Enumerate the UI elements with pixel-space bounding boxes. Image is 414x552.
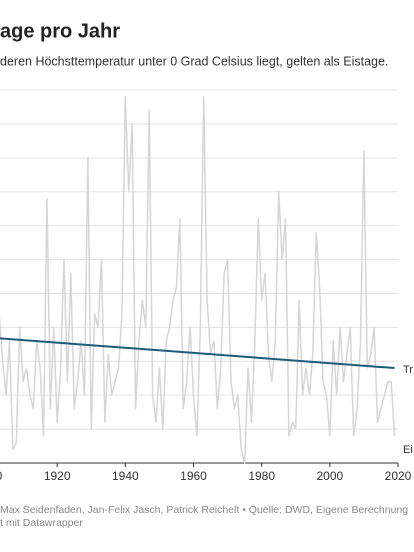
chart-subtitle: deren Höchsttemperatur unter 0 Grad Cels…: [0, 54, 388, 68]
chart-title: age pro Jahr: [0, 20, 120, 42]
data-line: [0, 96, 396, 464]
x-tick-label: 2000: [316, 469, 343, 483]
x-tick-label: 1900: [0, 469, 3, 483]
x-tick-label: 1920: [44, 469, 71, 483]
annotation: Tr: [403, 364, 413, 376]
annotation: Ei: [403, 444, 413, 456]
source: Max Seidenfaden, Jan-Felix Jasch, Patric…: [0, 504, 408, 516]
trend-line: [0, 337, 395, 370]
x-tick-label: 1960: [180, 469, 207, 483]
x-tick-label: 2020: [385, 469, 412, 483]
x-tick-label: 1940: [112, 469, 139, 483]
credit: t mit Datawrapper: [0, 517, 83, 529]
x-tick-label: 1980: [248, 469, 275, 483]
